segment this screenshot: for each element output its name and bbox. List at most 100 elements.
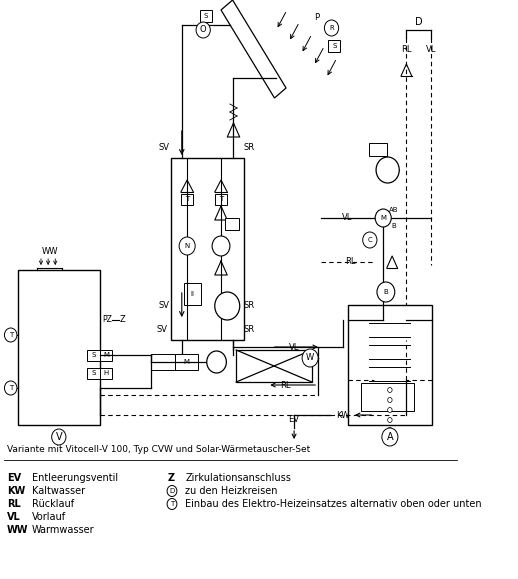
Text: Z: Z bbox=[120, 316, 126, 324]
Circle shape bbox=[207, 351, 226, 373]
Bar bbox=[88, 368, 100, 379]
Text: H: H bbox=[104, 370, 109, 376]
Circle shape bbox=[215, 292, 240, 320]
Text: N: N bbox=[184, 243, 190, 249]
Text: M: M bbox=[103, 352, 109, 358]
Text: R: R bbox=[329, 25, 334, 31]
Text: SR: SR bbox=[244, 301, 255, 310]
Text: RL: RL bbox=[280, 380, 291, 390]
Bar bbox=[100, 350, 112, 361]
Circle shape bbox=[302, 349, 318, 367]
Circle shape bbox=[387, 408, 392, 412]
Circle shape bbox=[387, 427, 392, 433]
Text: S: S bbox=[91, 370, 96, 376]
Text: KW: KW bbox=[7, 486, 25, 496]
Circle shape bbox=[212, 236, 230, 256]
Text: Variante mit Vitocell-V 100, Typ CVW und Solar-Wärmetauscher-Set: Variante mit Vitocell-V 100, Typ CVW und… bbox=[7, 445, 310, 455]
Text: S: S bbox=[204, 13, 208, 19]
Text: KW: KW bbox=[336, 411, 350, 420]
Text: B: B bbox=[383, 289, 388, 295]
Circle shape bbox=[377, 282, 395, 302]
Bar bbox=[18, 270, 100, 425]
Text: WW: WW bbox=[41, 247, 58, 256]
Bar bbox=[183, 283, 202, 305]
Text: VL: VL bbox=[426, 46, 437, 54]
Text: RL: RL bbox=[401, 46, 412, 54]
Text: WW: WW bbox=[7, 525, 28, 535]
Circle shape bbox=[387, 398, 392, 402]
Circle shape bbox=[387, 417, 392, 423]
Text: RL: RL bbox=[345, 258, 355, 266]
Circle shape bbox=[196, 22, 210, 38]
Text: SV: SV bbox=[159, 144, 169, 152]
Text: EV: EV bbox=[7, 473, 21, 483]
Circle shape bbox=[52, 429, 66, 445]
Bar bbox=[171, 158, 244, 340]
Text: D: D bbox=[415, 17, 423, 27]
Text: T: T bbox=[185, 196, 189, 202]
Circle shape bbox=[375, 209, 391, 227]
Bar bbox=[361, 383, 414, 411]
Text: SR: SR bbox=[244, 144, 255, 152]
Text: S: S bbox=[91, 352, 96, 358]
Text: Einbau des Elektro-Heizeinsatzes alternativ oben oder unten: Einbau des Elektro-Heizeinsatzes alterna… bbox=[185, 499, 482, 509]
Text: Entleerungsventil: Entleerungsventil bbox=[32, 473, 118, 483]
Bar bbox=[328, 40, 340, 52]
Text: Kaltwasser: Kaltwasser bbox=[32, 486, 85, 496]
Text: T: T bbox=[219, 196, 223, 202]
Text: C: C bbox=[367, 237, 372, 243]
Text: V: V bbox=[55, 432, 62, 442]
Text: S: S bbox=[332, 43, 336, 49]
Text: Vorlauf: Vorlauf bbox=[32, 512, 66, 522]
Text: D: D bbox=[169, 488, 175, 494]
Text: Z: Z bbox=[167, 473, 175, 483]
Bar bbox=[215, 194, 227, 205]
Text: II: II bbox=[191, 291, 194, 297]
Text: SV: SV bbox=[156, 325, 168, 335]
Bar bbox=[100, 368, 112, 379]
Circle shape bbox=[363, 232, 377, 248]
Text: P: P bbox=[314, 13, 319, 23]
Text: VL: VL bbox=[7, 512, 21, 522]
Text: T: T bbox=[9, 332, 13, 338]
Circle shape bbox=[376, 157, 399, 183]
Bar bbox=[199, 10, 212, 22]
Bar bbox=[175, 354, 198, 370]
Text: VL: VL bbox=[289, 343, 299, 351]
Bar bbox=[348, 305, 432, 425]
Circle shape bbox=[324, 20, 339, 36]
Circle shape bbox=[179, 237, 195, 255]
Bar bbox=[151, 354, 175, 370]
Text: Warmwasser: Warmwasser bbox=[32, 525, 95, 535]
Text: Rücklauf: Rücklauf bbox=[32, 499, 74, 509]
Text: PZ: PZ bbox=[103, 316, 112, 324]
Text: O: O bbox=[200, 25, 207, 35]
Polygon shape bbox=[221, 0, 286, 98]
Bar bbox=[236, 350, 312, 382]
Text: Zirkulationsanschluss: Zirkulationsanschluss bbox=[185, 473, 291, 483]
Text: T: T bbox=[170, 501, 174, 507]
Circle shape bbox=[387, 387, 392, 393]
Bar bbox=[225, 218, 239, 230]
Text: zu den Heizkreisen: zu den Heizkreisen bbox=[185, 486, 278, 496]
Text: VL: VL bbox=[342, 214, 353, 222]
Circle shape bbox=[167, 499, 177, 510]
Text: M: M bbox=[380, 215, 386, 221]
Circle shape bbox=[167, 486, 177, 497]
Text: B: B bbox=[392, 223, 396, 229]
Text: T: T bbox=[9, 385, 13, 391]
Bar bbox=[369, 143, 387, 156]
Text: AB: AB bbox=[389, 207, 399, 213]
Circle shape bbox=[5, 328, 17, 342]
Bar bbox=[181, 194, 193, 205]
Text: SV: SV bbox=[159, 301, 169, 310]
Text: M: M bbox=[183, 359, 189, 365]
Text: RL: RL bbox=[7, 499, 21, 509]
Bar bbox=[88, 350, 100, 361]
Text: A: A bbox=[386, 432, 393, 442]
Text: W: W bbox=[306, 354, 314, 362]
Text: EV: EV bbox=[289, 416, 299, 424]
Text: SR: SR bbox=[244, 325, 255, 335]
Circle shape bbox=[5, 381, 17, 395]
Circle shape bbox=[382, 428, 398, 446]
